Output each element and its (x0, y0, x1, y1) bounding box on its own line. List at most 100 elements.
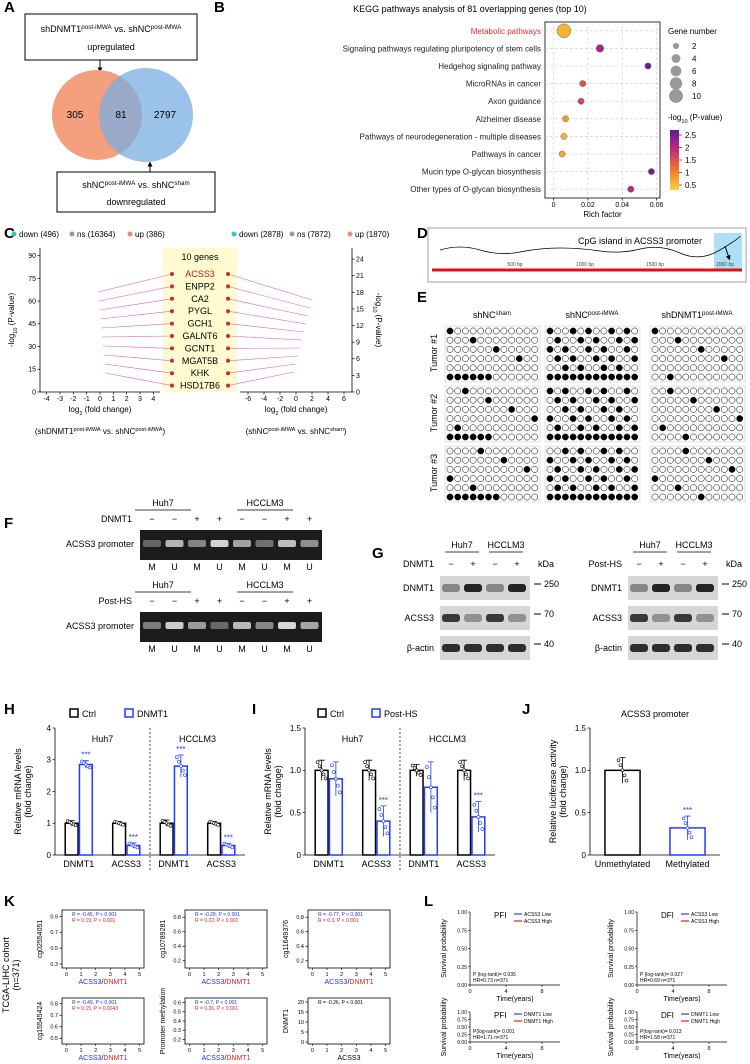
cpg-site (615, 484, 623, 492)
stat-label: HR=0.73 n=371 (473, 978, 509, 984)
cpg-site (492, 466, 500, 473)
legend-title: Gene number (668, 27, 717, 36)
category-label: DNMT1 (408, 859, 439, 869)
cpg-site (462, 466, 469, 473)
cpg-site (446, 346, 454, 353)
cpg-site (705, 447, 713, 455)
sign: + (284, 514, 289, 524)
superscript: post-iMWA (588, 310, 619, 317)
plot-frame (184, 909, 268, 969)
x-tick-label: -3 (57, 396, 63, 403)
gel-band (143, 540, 161, 547)
replicate-dot (474, 809, 479, 813)
x-tick-label: 8 (540, 989, 543, 995)
cpg-site (674, 327, 682, 335)
y-tick-label: 0.25 (624, 1033, 634, 1039)
y-tick-label: 0.8 (296, 915, 304, 921)
cpg-site (631, 424, 639, 432)
cpg-site (736, 475, 744, 482)
replicate-dot (369, 772, 373, 777)
bar (314, 769, 329, 856)
cpg-site (720, 364, 728, 372)
cpg-site (469, 447, 477, 455)
cpg-site (446, 364, 454, 372)
gel-band (233, 540, 251, 547)
cpg-site (592, 424, 600, 432)
cpg-site (531, 387, 539, 395)
cpg-site (623, 415, 631, 422)
cpg-site (569, 406, 577, 413)
cpg-site (492, 355, 500, 362)
gene-dot (226, 371, 230, 376)
protein-label: β-actin (595, 643, 622, 653)
cpg-site (674, 336, 682, 344)
cpg-site (713, 466, 720, 473)
cpg-site (500, 475, 508, 482)
cpg-site (500, 466, 508, 473)
cpg-site (585, 387, 592, 395)
cpg-site (577, 466, 585, 473)
blot-band (630, 644, 648, 652)
colorbar-label: 2.5 (685, 131, 697, 140)
cpg-site (690, 475, 697, 482)
y-tick-label: 21 (356, 273, 364, 280)
cpg-site (577, 447, 585, 455)
replicate-dot (385, 831, 390, 836)
grid-frame (444, 445, 541, 503)
x-tick-label: 2 (125, 396, 129, 403)
cpg-site (682, 355, 690, 362)
cpg-site (623, 484, 631, 492)
text-segment: / (224, 979, 226, 986)
cpg-site (477, 327, 485, 335)
size-legend-mark (672, 42, 680, 50)
cpg-site (500, 415, 508, 422)
cpg-site (713, 396, 720, 404)
y-axis-label: Survival probability (608, 919, 615, 978)
chart-title: ACSS3 promoter (621, 709, 689, 719)
replicate-dot (177, 759, 181, 764)
x-tick-label: -2 (277, 396, 283, 403)
replicate-dot (175, 755, 179, 760)
cpg-site (623, 355, 631, 362)
gene-dot (170, 272, 174, 276)
cpg-site (469, 355, 477, 362)
cpg-site (615, 433, 623, 441)
cpg-site (500, 456, 508, 464)
cpg-site (682, 406, 690, 413)
y-tick-label: 0 (356, 389, 360, 396)
cpg-site (523, 424, 531, 432)
cpg-site (705, 327, 713, 335)
category-label: DNMT1 (63, 859, 94, 869)
cpg-site (569, 484, 577, 492)
cpg-site (585, 475, 592, 482)
bar (78, 763, 94, 856)
cpg-site (736, 387, 744, 395)
x-tick-label: -4 (261, 396, 267, 403)
grid-frame (544, 325, 641, 383)
x-axis-label: Time(years) (663, 996, 700, 1003)
stat-label: R = 0.15, P = 0.0043 (72, 1006, 118, 1012)
cpg-site (485, 433, 492, 441)
cpg-site (728, 475, 736, 482)
cpg-site (523, 336, 531, 344)
y-tick-label: 0.6 (50, 1025, 58, 1031)
superscript: post-iMWA (151, 24, 182, 31)
cpg-site (690, 484, 697, 492)
stat-label: R = -0.26, P < 0.001 (318, 1000, 363, 1006)
replicate-dot (73, 823, 78, 828)
cpg-site (569, 424, 577, 432)
bp-tick: 500 bp (507, 262, 523, 268)
legend-label: ACSS3 High (524, 919, 552, 925)
cpg-site (705, 406, 713, 413)
cpg-site (462, 433, 469, 441)
cpg-site (562, 475, 569, 482)
cpg-site (554, 396, 562, 404)
cpg-site (651, 475, 659, 482)
cpg-site (697, 406, 705, 413)
cpg-site (462, 493, 469, 501)
gene-dot (170, 358, 174, 363)
cpg-site (477, 406, 485, 413)
group-label: Huh7 (92, 734, 114, 744)
gene-dot (226, 383, 230, 388)
cpg-site (577, 415, 585, 422)
